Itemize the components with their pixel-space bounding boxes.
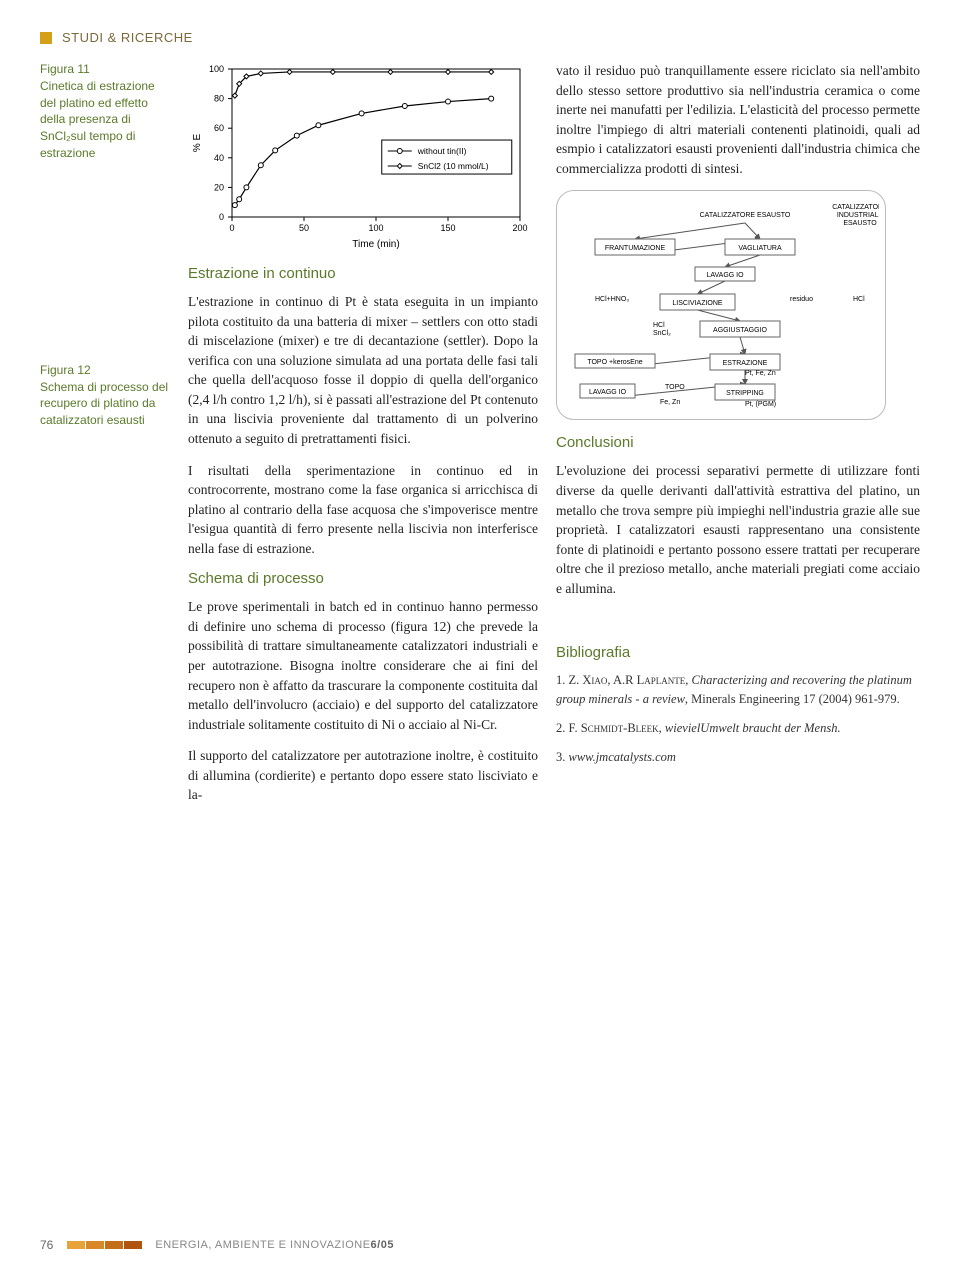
svg-text:0: 0 [219,212,224,222]
svg-text:INDUSTRIALE: INDUSTRIALE [837,212,879,219]
footer-block-1 [67,1241,85,1249]
heading-estrazione: Estrazione in continuo [188,265,538,282]
svg-text:STRIPPING: STRIPPING [726,390,764,397]
svg-text:20: 20 [214,182,224,192]
figure11-chart: 0 20 40 60 80 100 0 50 100 150 200 Time (min) % E wit… [188,61,528,251]
paragraph-top-right: vato il residuo può tranquillamente esse… [556,61,920,178]
svg-text:ESTRAZIONE: ESTRAZIONE [723,360,768,367]
svg-text:ESAUSTO: ESAUSTO [843,220,877,227]
svg-text:SnCl₂: SnCl₂ [653,330,671,337]
header-square-icon [40,32,52,44]
figure11-label: Figura 11 [40,61,170,78]
svg-text:100: 100 [209,64,224,74]
figure12-label: Figura 12 [40,362,170,379]
svg-text:LAVAGG IO: LAVAGG IO [589,389,627,396]
reference-2: 2. F. Schmidt-Bleek, wievielUmwelt brauc… [556,719,920,738]
svg-text:Pt, Fe, Zn: Pt, Fe, Zn [745,370,776,377]
svg-text:LAVAGG IO: LAVAGG IO [706,272,744,279]
svg-text:TOPO: TOPO [665,384,685,391]
footer-block-2 [86,1241,104,1249]
footer-block-3 [105,1241,123,1249]
svg-text:150: 150 [440,223,455,233]
reference-1: 1. Z. Xiao, A.R Laplante, Characterizing… [556,671,920,709]
paragraph-estrazione-1: L'estrazione in continuo di Pt è stata e… [188,292,538,449]
heading-schema: Schema di processo [188,570,538,587]
figure12-flowchart: CATALIZZATORE ESAUSTO CATALIZZATOREINDUST… [556,190,886,420]
svg-text:50: 50 [299,223,309,233]
svg-text:40: 40 [214,153,224,163]
svg-text:CATALIZZATORE ESAUSTO: CATALIZZATORE ESAUSTO [700,212,791,219]
heading-bibliografia: Bibliografia [556,644,920,661]
extraction-kinetics-chart: 0 20 40 60 80 100 0 50 100 150 200 Time (min) % E wit… [188,61,528,251]
process-flowchart: CATALIZZATORE ESAUSTO CATALIZZATOREINDUST… [565,199,879,413]
paragraph-conclusioni: L'evoluzione dei processi separativi per… [556,461,920,598]
svg-text:LISCIVIAZIONE: LISCIVIAZIONE [672,300,723,307]
footer-color-blocks [67,1241,143,1249]
right-column: vato il residuo può tranquillamente esse… [556,61,920,817]
left-sidebar: Figura 11 Cinetica di estrazione del pla… [40,61,170,817]
svg-text:HCl: HCl [653,322,665,329]
svg-text:80: 80 [214,94,224,104]
figure12-caption: Schema di processo del recupero di plati… [40,380,168,428]
svg-text:VAGLIATURA: VAGLIATURA [738,245,782,252]
section-header: STUDI & RICERCHE [40,30,920,45]
footer-block-4 [124,1241,142,1249]
middle-column: 0 20 40 60 80 100 0 50 100 150 200 Time (min) % E wit… [188,61,538,817]
figure11-caption: Cinetica di estrazione del platino ed ef… [40,79,155,160]
figure12-sidenote: Figura 12 Schema di processo del recuper… [40,362,170,429]
page-footer: 76 ENERGIA, AMBIENTE E INNOVAZIONE 6/05 [40,1238,920,1252]
svg-text:SnCl2 (10 mmol/L): SnCl2 (10 mmol/L) [418,161,489,171]
svg-text:TOPO +kerosEne: TOPO +kerosEne [587,359,642,366]
svg-text:60: 60 [214,123,224,133]
figure11-sidenote: Figura 11 Cinetica di estrazione del pla… [40,61,170,162]
paragraph-estrazione-2: I risultati della sperimentazione in con… [188,461,538,559]
paragraph-schema-2: Il supporto del catalizzatore per autotr… [188,746,538,805]
svg-text:% E: % E [192,134,203,153]
svg-text:FRANTUMAZIONE: FRANTUMAZIONE [605,245,666,252]
reference-3: 3. www.jmcatalysts.com [556,748,920,767]
paragraph-schema-1: Le prove sperimentali in batch ed in con… [188,597,538,734]
svg-text:Fe, Zn: Fe, Zn [660,399,680,406]
main-columns: Figura 11 Cinetica di estrazione del pla… [40,61,920,817]
heading-conclusioni: Conclusioni [556,434,920,451]
svg-text:HCl+HNO₃: HCl+HNO₃ [595,296,629,303]
svg-text:AGGIUSTAGGIO: AGGIUSTAGGIO [713,327,767,334]
svg-text:without tin(II): without tin(II) [417,146,467,156]
svg-text:100: 100 [368,223,383,233]
svg-text:Time (min): Time (min) [352,239,399,250]
page-number: 76 [40,1238,53,1252]
svg-text:residuo: residuo [790,296,813,303]
footer-issue: 6/05 [371,1239,394,1251]
svg-text:0: 0 [229,223,234,233]
section-title: STUDI & RICERCHE [62,30,193,45]
svg-text:Pt, (PGM): Pt, (PGM) [745,401,776,408]
footer-journal: ENERGIA, AMBIENTE E INNOVAZIONE [155,1239,370,1251]
svg-text:CATALIZZATORE: CATALIZZATORE [832,204,879,211]
svg-text:HCl: HCl [853,296,865,303]
svg-text:200: 200 [512,223,527,233]
